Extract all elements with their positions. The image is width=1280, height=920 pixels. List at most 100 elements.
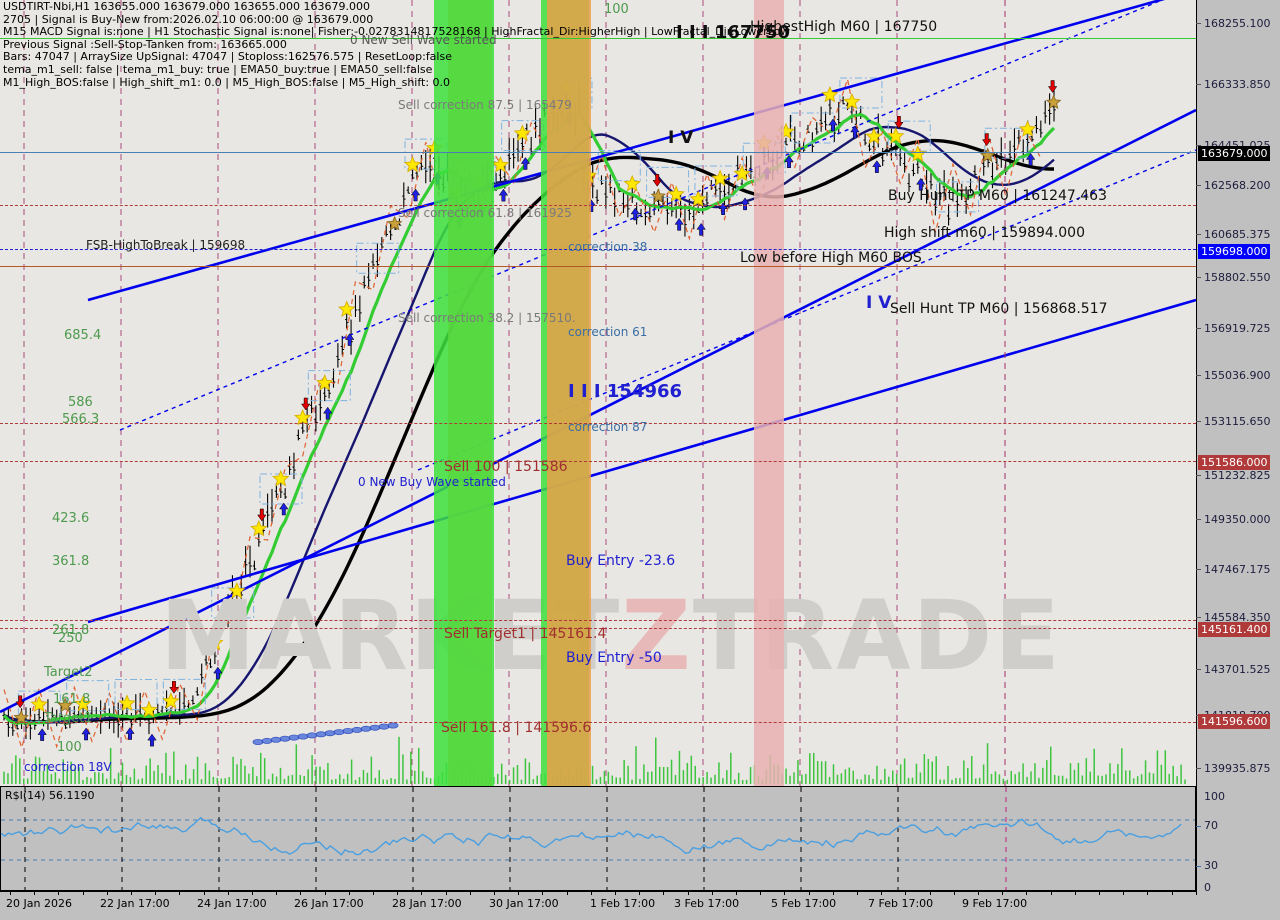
price-axis-label-5: 158802.550 <box>1204 271 1271 284</box>
annotation-wave-167750: I I I 167750 <box>676 22 791 43</box>
price-tag-2[interactable]: 151586.000 <box>1198 455 1271 470</box>
time-axis-label-5: 30 Jan 17:00 <box>489 897 559 910</box>
hline-fib-566-3 <box>0 423 1196 424</box>
price-axis-label-3: 162568.200 <box>1204 179 1271 192</box>
info-line-3: Bars: 47047 | ArraySize UpSignal: 47047 … <box>3 50 452 64</box>
hline-fsb-high-break <box>0 249 1196 250</box>
annotation-correction-38: correction 38 <box>568 240 648 254</box>
annotation-correction-61: correction 61 <box>568 325 648 339</box>
hline-highest-high <box>0 38 1196 39</box>
annotation-fib-586: 586 <box>68 395 93 410</box>
time-axis-tick <box>155 891 156 895</box>
trend-channel-0 <box>87 0 1166 302</box>
price-tag-3[interactable]: 145161.400 <box>1198 622 1271 637</box>
hline-current-price <box>0 152 1196 153</box>
annotation-fib-100: 100 <box>57 740 82 755</box>
price-chart-pane[interactable]: MARKETZTRADE USDTIRT-Nbi,H1 163655.000 1… <box>0 0 1196 786</box>
info-line-4: tema_m1_sell: false | tema_m1_buy: true … <box>3 62 433 76</box>
time-axis-tick <box>591 891 592 895</box>
time-axis-tick <box>300 891 301 895</box>
time-axis-tick <box>34 891 35 895</box>
rsi-axis-tick <box>1196 826 1201 827</box>
time-axis-tick <box>930 891 931 895</box>
annotation-highest-high-m60: HighestHigh M60 | 167750 <box>750 19 938 35</box>
time-axis-label-2: 24 Jan 17:00 <box>197 897 267 910</box>
time-axis-tick <box>10 891 11 895</box>
annotation-high-shift-m60: High shift m60 | 159894.000 <box>884 225 1085 241</box>
price-tag-1[interactable]: 159698.000 <box>1198 244 1271 259</box>
watermark-right: TRADE <box>692 580 1062 692</box>
volume-bars <box>3 736 1186 784</box>
time-axis-label-6: 1 Feb 17:00 <box>590 897 656 910</box>
time-axis-tick <box>1196 891 1197 895</box>
annotation-buy-entry-236: Buy Entry -23.6 <box>566 553 676 569</box>
trend-channel-2 <box>0 108 1196 714</box>
ema-slow-line <box>3 138 1054 724</box>
annotation-fib-250: 250 <box>58 631 83 646</box>
time-axis-tick <box>978 891 979 895</box>
price-axis-tick <box>1196 375 1201 376</box>
price-tag-0[interactable]: 163679.000 <box>1198 146 1271 161</box>
price-axis-tick <box>1196 84 1201 85</box>
annotation-fib-361-8: 361.8 <box>52 554 90 569</box>
time-axis[interactable]: 20 Jan 2026 22 Jan 17:00 24 Jan 17:00 26 Ja… <box>0 891 1280 920</box>
price-axis[interactable]: 168255.100166333.850164451.025162568.200… <box>1196 0 1280 786</box>
price-axis-label-8: 153115.650 <box>1204 415 1271 428</box>
time-axis-tick <box>470 891 471 895</box>
price-axis-tick <box>1196 519 1201 520</box>
annotation-fib-685-4: 685.4 <box>64 328 102 343</box>
price-tag-4[interactable]: 141596.600 <box>1198 714 1271 729</box>
symbol-ohlc-line: USDTIRT-Nbi,H1 163655.000 163679.000 163… <box>3 0 370 13</box>
time-axis-tick <box>1051 891 1052 895</box>
annotation-fib-161-8: 161.8 <box>53 692 91 707</box>
price-axis-tick <box>1196 185 1201 186</box>
hline-sell-100 <box>0 461 1196 462</box>
rsi-axis-label-1: 70 <box>1204 819 1218 832</box>
time-axis-tick <box>421 891 422 895</box>
buy-zone-green-1 <box>434 0 494 786</box>
sell-zone-orange-2 <box>547 0 591 786</box>
time-axis-tick <box>397 891 398 895</box>
annotation-sell-correction-875: Sell correction 87.5 | 165479 <box>398 98 572 112</box>
sell-zone-red <box>754 0 784 786</box>
time-axis-tick <box>881 891 882 895</box>
annotation-sell-100: Sell 100 | 151586 <box>444 459 568 475</box>
ema-fast-line <box>2 110 1056 725</box>
price-axis-tick <box>1196 23 1201 24</box>
time-axis-tick <box>446 891 447 895</box>
price-axis-tick <box>1196 475 1201 476</box>
time-axis-tick <box>1123 891 1124 895</box>
hline-sell-target1 <box>0 628 1196 629</box>
hline-buy-hunt-tp <box>0 205 1196 206</box>
time-axis-tick <box>663 891 664 895</box>
time-axis-tick <box>252 891 253 895</box>
annotation-wave-iv-left: I V <box>866 293 892 313</box>
price-axis-label-11: 147467.175 <box>1204 563 1271 576</box>
annotation-buy-hunt-tp-m60: Buy Hunt TP M60 | 161247.463 <box>888 188 1107 204</box>
price-axis-tick <box>1196 328 1201 329</box>
time-axis-tick <box>833 891 834 895</box>
hline-fib-261-8 <box>0 620 1196 621</box>
annotation-new-sell-wave: 0 New Sell Wave started <box>350 33 497 47</box>
annotation-sell-correction-618: Sell correction 61.8 | 161925 <box>398 206 572 220</box>
time-axis-tick <box>1002 891 1003 895</box>
annotation-sell-correction-382: Sell correction 38.2 | 157510. <box>398 311 576 325</box>
price-chart-svg <box>0 0 1196 786</box>
time-axis-tick <box>228 891 229 895</box>
time-axis-label-4: 28 Jan 17:00 <box>392 897 462 910</box>
annotation-fib-target1: Target1 <box>44 711 93 726</box>
time-axis-tick <box>373 891 374 895</box>
time-axis-tick <box>276 891 277 895</box>
time-axis-tick <box>325 891 326 895</box>
annotation-sell-target1: Sell Target1 | 145161.4 <box>444 626 607 642</box>
time-axis-tick <box>639 891 640 895</box>
time-axis-tick <box>1026 891 1027 895</box>
rsi-indicator-pane[interactable]: R$I(14) 56.1190 <box>0 786 1196 891</box>
rsi-series-line <box>1 816 1182 856</box>
time-axis-tick <box>107 891 108 895</box>
hline-sell-161-8 <box>0 722 1196 723</box>
watermark: MARKETZTRADE <box>160 580 1062 692</box>
time-axis-tick <box>542 891 543 895</box>
annotation-correction-18v: correction 18V <box>24 760 112 774</box>
